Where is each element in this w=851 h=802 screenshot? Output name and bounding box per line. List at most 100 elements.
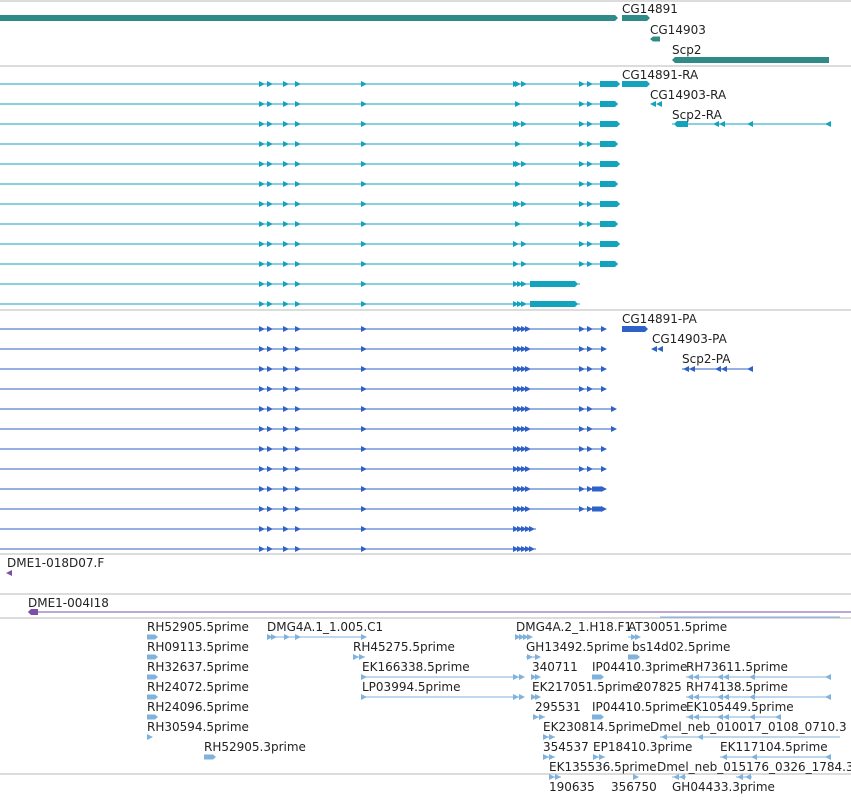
est-arrow [361, 634, 367, 640]
exon-block[interactable] [600, 121, 620, 127]
est-arrow [679, 774, 685, 780]
est-block[interactable] [147, 714, 158, 720]
exon-block[interactable] [592, 506, 604, 512]
exon-arrow [295, 101, 301, 107]
gene-feature[interactable] [622, 15, 650, 21]
est-label[interactable]: EK135536.5prime [549, 760, 657, 774]
est-label[interactable]: EK117104.5prime [720, 740, 828, 754]
exon-block[interactable] [530, 281, 578, 287]
est-arrow [267, 634, 273, 640]
est-block[interactable] [147, 634, 158, 640]
exon-block[interactable] [530, 301, 578, 307]
est-arrow [539, 714, 545, 720]
est-block[interactable] [147, 674, 158, 680]
est-label[interactable]: EK166338.5prime [362, 660, 470, 674]
est-label[interactable]: 190635 [549, 780, 595, 794]
est-label[interactable]: GH13492.5prime [526, 640, 629, 654]
est-label[interactable]: RH09113.5prime [147, 640, 249, 654]
est-label[interactable]: EK230814.5prime [543, 720, 651, 734]
est-arrow [535, 654, 541, 660]
protein-feature[interactable] [622, 326, 648, 332]
est-label[interactable]: 340711 [532, 660, 578, 674]
exon-block[interactable] [600, 201, 620, 207]
exon-arrow [283, 426, 289, 432]
est-label[interactable]: RH45275.5prime [353, 640, 455, 654]
exon-block[interactable] [600, 81, 620, 87]
est-label[interactable]: RH24072.5prime [147, 680, 249, 694]
est-block[interactable] [628, 654, 640, 660]
exon-arrow [283, 101, 289, 107]
gene-label[interactable]: Scp2 [672, 43, 701, 57]
est-label[interactable]: LP03994.5prime [362, 680, 461, 694]
est-label[interactable]: EK217051.5prime [532, 680, 640, 694]
transcript-label[interactable]: CG14903-RA [650, 88, 727, 102]
est-label[interactable]: AT30051.5prime [628, 620, 727, 634]
exon-block[interactable] [600, 181, 618, 187]
protein-label[interactable]: CG14903-PA [652, 332, 728, 346]
exon-arrow [295, 486, 301, 492]
exon-block[interactable] [600, 221, 618, 227]
est-label[interactable]: 295531 [535, 700, 581, 714]
exon-arrow [283, 81, 289, 87]
contig-label[interactable]: DME1-018D07.F [7, 556, 104, 570]
est-label[interactable]: 354537 [543, 740, 589, 754]
est-label[interactable]: DMG4A.2_1.H18.F1 [516, 620, 632, 634]
exon-arrow [295, 121, 301, 127]
exon-arrow [361, 101, 367, 107]
transcript-track: CG14891-RA CG14903-RA Scp2-RA [0, 68, 831, 307]
gene-feature[interactable] [650, 36, 660, 42]
est-label[interactable]: RH52905.5prime [147, 620, 249, 634]
est-label[interactable]: IP04410.5prime [592, 700, 687, 714]
contig-track: DME1-018D07.F DME1-004I18 [6, 556, 851, 615]
exon-arrow [295, 406, 301, 412]
est-label[interactable]: RH52905.3prime [204, 740, 306, 754]
contig-feature[interactable] [28, 609, 38, 615]
gene-label[interactable]: CG14903 [650, 23, 706, 37]
est-block[interactable] [204, 754, 216, 760]
transcript-label[interactable]: CG14891-RA [622, 68, 699, 82]
exon-arrow [295, 261, 301, 267]
exon-block[interactable] [600, 141, 618, 147]
est-label[interactable]: RH32637.5prime [147, 660, 249, 674]
gene-feature[interactable] [672, 57, 829, 63]
gene-label[interactable]: CG14891 [622, 2, 678, 16]
exon-block[interactable] [600, 101, 618, 107]
est-label[interactable]: bs14d02.5prime [632, 640, 730, 654]
exon-block[interactable] [592, 486, 604, 492]
exon-arrow [579, 201, 585, 207]
exon-block[interactable] [600, 241, 620, 247]
est-label[interactable]: RH30594.5prime [147, 720, 249, 734]
exon-arrow [513, 406, 519, 412]
exon-arrow [259, 326, 265, 332]
est-label[interactable]: 207825 [636, 680, 682, 694]
exon-arrow [361, 446, 367, 452]
est-label[interactable]: GH04433.3prime [672, 780, 775, 794]
exon-block[interactable] [600, 261, 618, 267]
est-label[interactable]: RH24096.5prime [147, 700, 249, 714]
gene-feature[interactable] [0, 15, 618, 21]
exon-arrow [515, 121, 521, 127]
est-label[interactable]: Dmel_neb_015176_0326_1784.3 [657, 760, 851, 774]
est-arrow [271, 634, 277, 640]
transcript-label[interactable]: Scp2-RA [672, 108, 723, 122]
protein-label[interactable]: CG14891-PA [622, 312, 698, 326]
exon-arrow [579, 221, 585, 227]
est-label[interactable]: DMG4A.1_1.005.C1 [267, 620, 383, 634]
est-label[interactable]: IP04410.3prime [592, 660, 687, 674]
est-label[interactable]: RH74138.5prime [686, 680, 788, 694]
exon-arrow [521, 386, 527, 392]
est-label[interactable]: EK105449.5prime [686, 700, 794, 714]
protein-label[interactable]: Scp2-PA [682, 352, 731, 366]
est-block[interactable] [592, 674, 604, 680]
est-label[interactable]: 356750 [611, 780, 657, 794]
est-block[interactable] [147, 654, 158, 660]
contig-label[interactable]: DME1-004I18 [28, 596, 109, 610]
est-block[interactable] [147, 694, 158, 700]
exon-block[interactable] [600, 161, 620, 167]
est-label[interactable]: Dmel_neb_010017_0108_0710.3 [650, 720, 847, 734]
exon-block[interactable] [674, 121, 688, 127]
est-label[interactable]: EP18410.3prime [593, 740, 692, 754]
transcript-feature[interactable] [622, 81, 650, 87]
est-block[interactable] [592, 714, 604, 720]
est-label[interactable]: RH73611.5prime [686, 660, 788, 674]
